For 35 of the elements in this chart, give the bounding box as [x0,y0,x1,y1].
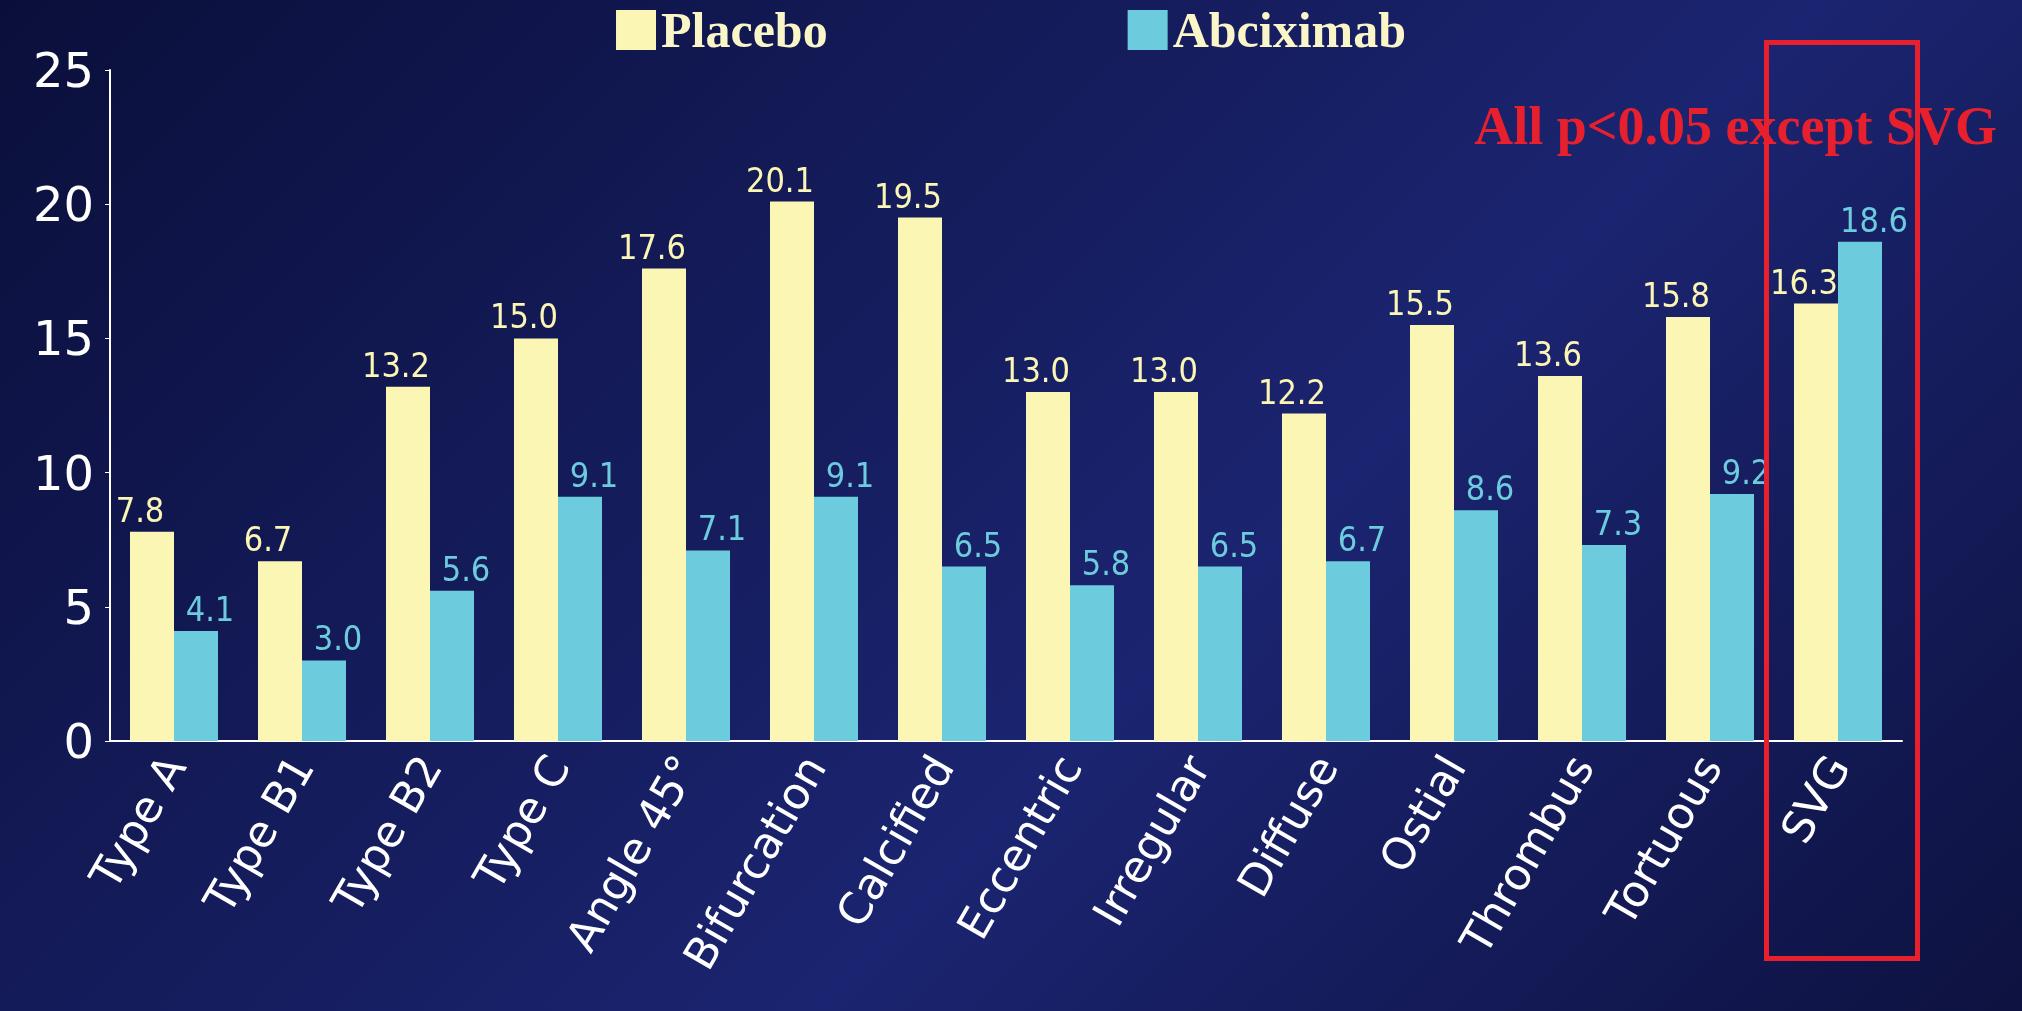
data-label: 9.1 [569,454,619,495]
data-label: 5.6 [441,548,491,589]
legend-label: Placebo [661,2,828,58]
data-label: 7.1 [697,508,747,549]
data-label: 15.5 [1385,282,1455,323]
data-label: 18.6 [1839,199,1909,240]
data-label: 7.8 [115,489,165,530]
y-tick-label: 0 [63,713,94,769]
data-label: 9.1 [825,454,875,495]
data-label: 12.2 [1257,371,1327,412]
data-label: 6.7 [243,519,293,560]
data-label: 17.6 [617,226,687,267]
data-label: 20.1 [745,159,815,200]
data-label: 13.6 [1513,333,1583,374]
data-label: 6.5 [953,524,1003,565]
y-tick-label: 10 [32,444,94,501]
data-label: 6.7 [1337,519,1387,560]
data-label: 19.5 [873,175,943,216]
y-tick-label: 5 [63,578,94,635]
y-tick-label: 20 [32,176,94,233]
data-label: 4.1 [185,588,235,629]
data-label: 7.3 [1593,503,1643,544]
y-tick-label: 15 [32,310,94,367]
data-label: 8.6 [1465,468,1515,509]
data-label: 13.2 [361,344,431,385]
data-label: 15.8 [1641,274,1711,315]
legend-label: Abciximab [1172,2,1406,58]
data-label: 13.0 [1129,350,1199,391]
data-label: 5.8 [1081,543,1131,584]
data-label: 16.3 [1769,261,1839,302]
data-label: 15.0 [489,296,559,337]
data-label: 6.5 [1209,524,1259,565]
data-label: 13.0 [1001,350,1071,391]
y-tick-label: 25 [32,42,94,98]
data-label: 3.0 [313,618,363,659]
